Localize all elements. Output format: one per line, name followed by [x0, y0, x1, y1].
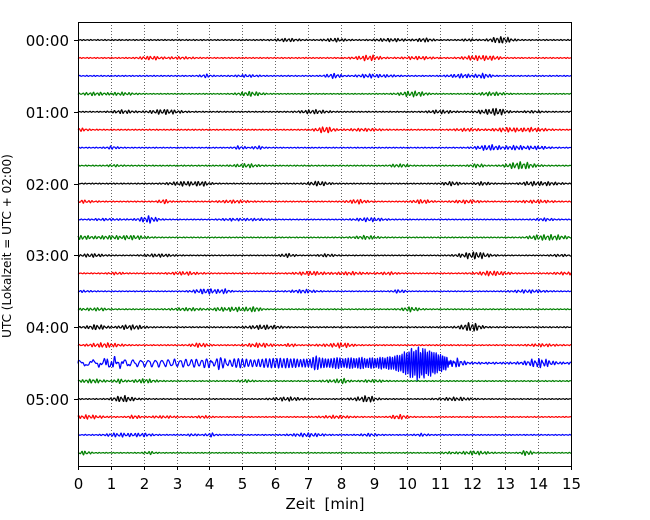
trace-row-0430 — [77, 346, 572, 382]
x-tick-label: 10 — [398, 475, 417, 493]
trace-row-0000 — [77, 36, 572, 44]
x-tick-label: 6 — [271, 475, 281, 493]
trace-row-0200 — [77, 180, 572, 187]
y-tick-label: 03:00 — [26, 247, 69, 265]
y-axis-ticks: 00:00 01:00 02:00 03:00 04:00 05:00 — [26, 32, 78, 409]
x-tick-label: 7 — [304, 475, 314, 493]
trace-row-0500 — [77, 394, 572, 403]
plot-frame — [78, 22, 572, 467]
trace-row-0415 — [77, 342, 572, 349]
x-axis-title: Zeit [min] — [285, 495, 364, 513]
trace-row-0145 — [77, 161, 572, 170]
trace-row-0545 — [77, 450, 572, 457]
x-tick-label: 4 — [205, 475, 215, 493]
trace-row-0030 — [77, 72, 572, 80]
trace-row-0530 — [77, 432, 572, 438]
trace-row-0245 — [77, 233, 572, 241]
trace-row-0315 — [77, 270, 572, 277]
x-tick-label: 3 — [173, 475, 183, 493]
trace-row-0400 — [77, 322, 572, 332]
grid-lines — [111, 22, 539, 466]
y-tick-label: 01:00 — [26, 104, 69, 122]
trace-row-0045 — [77, 90, 572, 98]
y-tick-label: 00:00 — [26, 32, 69, 50]
trace-row-0445 — [77, 377, 572, 385]
trace-row-0330 — [77, 288, 572, 295]
x-tick-label: 12 — [463, 475, 482, 493]
trace-row-0100 — [77, 107, 572, 116]
x-tick-label: 0 — [74, 475, 84, 493]
x-tick-label: 5 — [238, 475, 248, 493]
x-axis-ticks: 0 1 2 3 4 5 6 7 8 9 10 11 12 13 14 15 — [74, 466, 581, 493]
x-tick-label: 9 — [370, 475, 380, 493]
x-tick-label: 2 — [140, 475, 150, 493]
y-tick-label: 04:00 — [26, 319, 69, 337]
trace-row-0345 — [77, 306, 572, 313]
y-tick-label: 02:00 — [26, 176, 69, 194]
x-tick-label: 11 — [431, 475, 450, 493]
trace-row-0515 — [77, 414, 572, 420]
x-tick-label: 14 — [529, 475, 548, 493]
trace-row-0115 — [77, 126, 572, 134]
x-tick-label: 1 — [107, 475, 117, 493]
trace-row-0300 — [77, 251, 572, 260]
trace-row-0015 — [77, 54, 572, 62]
y-axis-title: UTC (Lokalzeit = UTC + 02:00) — [0, 154, 14, 338]
trace-row-0230 — [77, 215, 572, 224]
x-tick-label: 13 — [496, 475, 515, 493]
trace-row-0215 — [77, 198, 572, 205]
trace-row-0130 — [77, 143, 572, 151]
x-tick-label: 8 — [337, 475, 347, 493]
x-tick-label: 15 — [562, 475, 581, 493]
trace-series — [77, 36, 572, 457]
y-tick-label: 05:00 — [26, 391, 69, 409]
